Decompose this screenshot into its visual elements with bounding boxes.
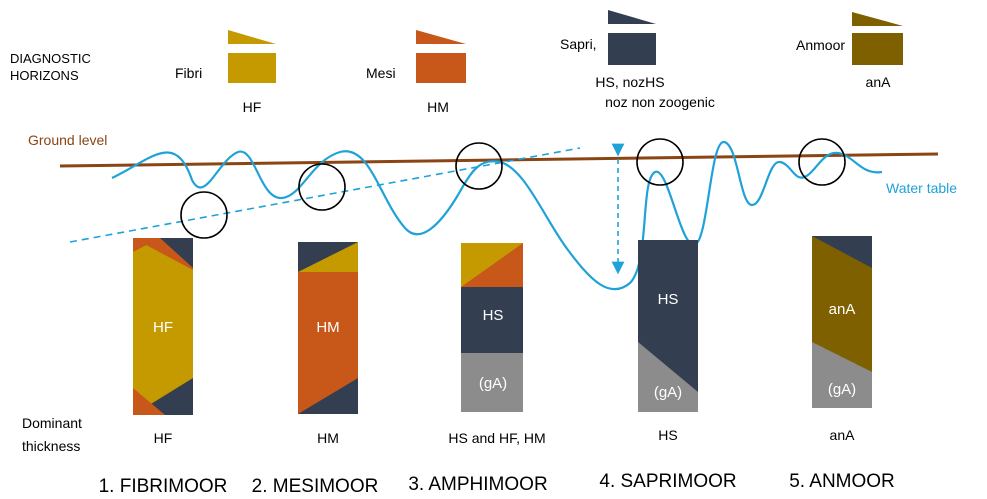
legend-anmoor: Anmoor anA xyxy=(796,12,903,90)
profile-saprimoor-label: HS xyxy=(658,291,679,308)
profile-mesimoor-label: HM xyxy=(316,319,339,336)
legend-mesi-swatch xyxy=(416,53,466,83)
dominant-label-line2: thickness xyxy=(22,438,80,454)
legend-fibri-swatch xyxy=(228,53,276,83)
ground-level-label: Ground level xyxy=(28,132,107,148)
legend-mesi: Mesi HM xyxy=(366,30,466,115)
legend-fibri-name: Fibri xyxy=(175,65,202,81)
legend-sapri-name: Sapri, xyxy=(560,36,597,52)
legend-sapri-code: HS, nozHS xyxy=(595,74,664,90)
title-mesimoor: 2. MESIMOOR xyxy=(252,476,379,497)
title-amphimoor: 3. AMPHIMOOR xyxy=(408,474,547,495)
circle-marker-2 xyxy=(298,163,346,211)
profile-anmoor: anA (gA) xyxy=(812,236,872,408)
water-table-label: Water table xyxy=(886,180,957,196)
diagnostic-label-line1: DIAGNOSTIC xyxy=(10,51,91,66)
title-anmoor: 5. ANMOOR xyxy=(789,471,895,492)
profile-anmoor-label: anA xyxy=(829,301,856,318)
title-saprimoor: 4. SAPRIMOOR xyxy=(599,471,736,492)
water-table-trend-dashed xyxy=(69,147,581,243)
circle-marker-3 xyxy=(455,142,503,190)
legend-anmoor-name: Anmoor xyxy=(796,37,845,53)
profile-mesimoor: HM xyxy=(298,242,358,414)
legend-fibri: Fibri HF xyxy=(175,30,276,115)
profile-amphimoor-lower-label: (gA) xyxy=(479,375,507,392)
diagnostic-label-line2: HORIZONS xyxy=(10,68,79,83)
circle-marker-5 xyxy=(798,138,846,186)
dominant-value-4: HS xyxy=(658,427,677,443)
dominant-value-3: HS and HF, HM xyxy=(448,430,545,446)
water-table-line xyxy=(111,140,883,291)
profile-saprimoor: HS (gA) xyxy=(638,240,698,412)
profile-amphimoor-label: HS xyxy=(483,307,504,324)
profile-anmoor-lower-label: (gA) xyxy=(828,381,856,398)
legend-anmoor-swatch xyxy=(852,33,903,65)
dominant-value-2: HM xyxy=(317,430,339,446)
legend-fibri-code: HF xyxy=(243,99,262,115)
profile-fibrimoor-label: HF xyxy=(153,319,173,336)
legend-anmoor-wedge xyxy=(852,12,903,26)
title-fibrimoor: 1. FIBRIMOOR xyxy=(99,476,228,497)
legend-mesi-code: HM xyxy=(427,99,449,115)
legend-sapri-swatch xyxy=(608,33,656,65)
legend-mesi-wedge xyxy=(416,30,466,44)
legend-mesi-name: Mesi xyxy=(366,65,396,81)
dominant-value-1: HF xyxy=(154,430,173,446)
ground-level-line xyxy=(59,152,939,168)
legend-sapri-wedge xyxy=(608,10,656,24)
profile-fibrimoor: HF xyxy=(133,238,193,415)
legend-anmoor-code: anA xyxy=(866,74,892,90)
dominant-label-line1: Dominant xyxy=(22,415,82,431)
legend-fibri-wedge xyxy=(228,30,276,44)
legend-sapri: Sapri, HS, nozHS noz non zoogenic xyxy=(560,10,715,110)
circle-marker-1 xyxy=(180,191,228,239)
circle-marker-4 xyxy=(636,138,684,186)
dominant-value-5: anA xyxy=(830,427,856,443)
profile-amphimoor: HS (gA) xyxy=(461,243,523,412)
profile-saprimoor-lower-label: (gA) xyxy=(654,384,682,401)
legend-sapri-note: noz non zoogenic xyxy=(605,94,715,110)
